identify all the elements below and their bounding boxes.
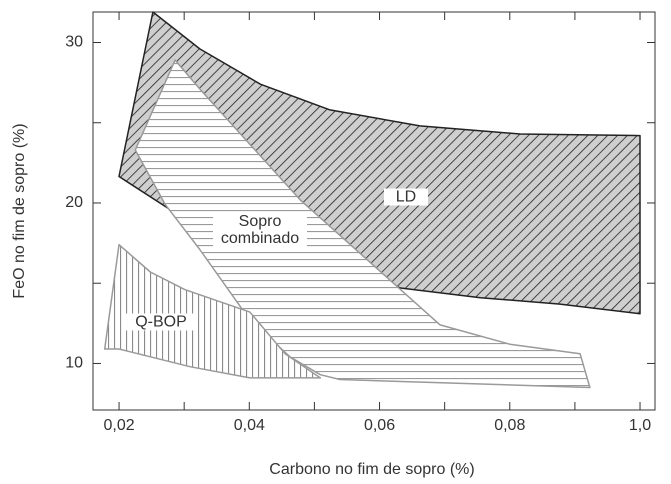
region-label: Q-BOP: [124, 313, 198, 331]
x-axis-label: Carbono no fim de sopro (%): [269, 461, 474, 478]
x-tick-label: 0,04: [234, 417, 265, 434]
x-tick-label: 0,02: [103, 417, 134, 434]
y-tick-label: 20: [65, 194, 83, 211]
x-tick-label: 0,08: [494, 417, 525, 434]
region-label: Sopro combinado: [213, 213, 307, 247]
x-tick-label: 0,06: [364, 417, 395, 434]
y-tick-label: 30: [65, 34, 83, 51]
x-tick-label: 1,0: [629, 417, 651, 434]
y-tick-label: 10: [65, 355, 83, 372]
region: [134, 59, 591, 389]
plot-frame: [92, 11, 656, 411]
region: [103, 243, 322, 379]
region-label: LD: [384, 188, 428, 206]
y-axis-label: FeO no fim de sopro (%): [11, 123, 28, 298]
